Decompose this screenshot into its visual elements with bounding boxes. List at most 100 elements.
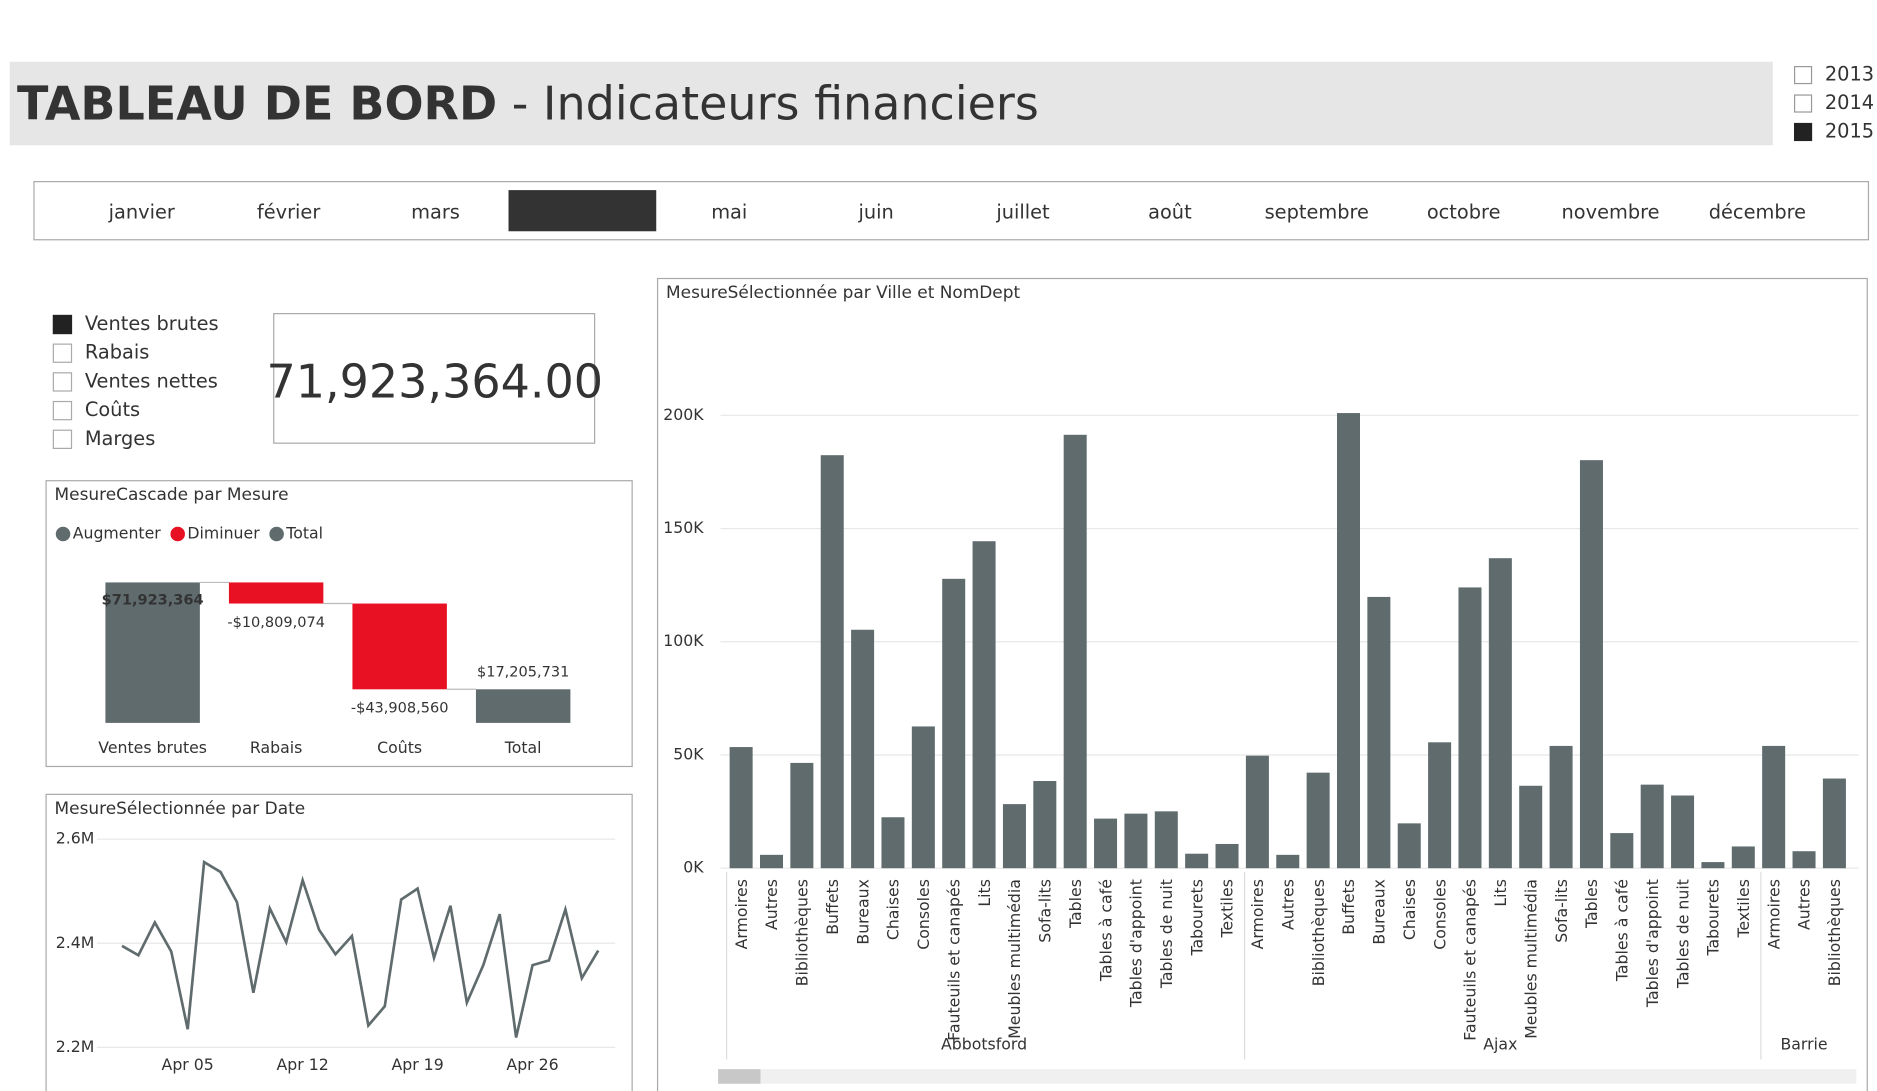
legend-label: Augmenter <box>73 523 162 542</box>
x-tick-label: Apr 12 <box>277 1055 329 1074</box>
year-label[interactable]: 2015 <box>1825 119 1874 142</box>
card-frame <box>273 313 596 444</box>
measure-label[interactable]: Marges <box>85 427 155 450</box>
line-series <box>121 859 600 1038</box>
month-button[interactable]: août <box>1148 201 1192 224</box>
x-tick-label: Rabais <box>250 738 302 757</box>
bar <box>1367 596 1391 869</box>
value-label: -$43,908,560 <box>351 701 449 717</box>
y-tick-label: 100K <box>663 631 704 650</box>
bar <box>851 629 875 869</box>
month-selected[interactable] <box>508 190 657 232</box>
measure-label[interactable]: Ventes nettes <box>85 369 218 392</box>
y-tick-label: 2.2M <box>56 1037 95 1056</box>
value-label: $71,923,364 <box>102 593 204 609</box>
year-checkbox[interactable] <box>1793 94 1813 113</box>
scrollbar-thumb[interactable] <box>718 1069 761 1084</box>
month-button[interactable]: juillet <box>995 201 1050 224</box>
x-tick-label: Apr 19 <box>391 1055 443 1074</box>
month-button[interactable]: avril <box>561 201 603 224</box>
x-tick-label: Sofa-lits <box>1552 879 1571 943</box>
x-tick-label: Tables de nuit <box>1673 879 1692 989</box>
x-tick-label: Tables <box>1582 879 1601 929</box>
x-tick-label: Sofa-lits <box>1036 879 1055 943</box>
bar <box>820 455 844 869</box>
group-label: Abbotsford <box>941 1034 1027 1053</box>
legend-dot <box>269 526 284 542</box>
bar <box>972 541 996 869</box>
measure-checkbox[interactable] <box>52 314 73 335</box>
card-value: 71,923,364.00 <box>267 355 604 409</box>
year-checkbox[interactable] <box>1793 122 1813 142</box>
month-button[interactable]: septembre <box>1265 201 1369 224</box>
x-tick-label: Consoles <box>1430 879 1449 950</box>
month-button[interactable]: février <box>257 201 320 224</box>
x-tick-label: Bibliothèques <box>1309 879 1328 986</box>
bar <box>1671 795 1695 869</box>
legend-dot <box>55 526 71 542</box>
month-button[interactable]: octobre <box>1427 201 1501 224</box>
month-button[interactable]: novembre <box>1561 201 1659 224</box>
x-tick-label: Meubles multimédia <box>1005 879 1024 1039</box>
bar <box>1701 862 1725 869</box>
bar <box>1397 823 1421 869</box>
y-tick-label: 200K <box>663 405 704 424</box>
bar <box>1063 434 1087 869</box>
month-button[interactable]: décembre <box>1709 201 1806 224</box>
y-tick-label: 0K <box>683 858 704 877</box>
bar <box>1762 745 1786 869</box>
bar <box>1549 745 1573 869</box>
bar <box>729 747 753 869</box>
measure-checkbox[interactable] <box>52 343 73 363</box>
bar <box>759 854 783 869</box>
waterfall-bar <box>475 689 571 723</box>
subtitle: - Indicateurs financiers <box>512 76 1039 130</box>
header-title: TABLEAU DE BORD - Indicateurs financiers <box>17 76 1039 130</box>
legend-label: Diminuer <box>187 523 260 542</box>
group-label: Ajax <box>1483 1034 1517 1053</box>
month-button[interactable]: mai <box>711 201 747 224</box>
x-tick-label: Autres <box>762 879 781 930</box>
bar <box>1094 818 1118 869</box>
y-tick-label: 50K <box>673 744 704 763</box>
measure-label[interactable]: Coûts <box>85 398 140 421</box>
x-tick-label: Armoires <box>1764 879 1783 949</box>
x-tick-label: Tables d'appoint <box>1127 879 1146 1008</box>
x-tick-label: Fauteuils et canapés <box>1461 879 1480 1041</box>
year-label[interactable]: 2014 <box>1825 91 1874 114</box>
waterfall-bar <box>352 603 447 690</box>
x-tick-label: Tables <box>1066 879 1085 929</box>
measure-checkbox[interactable] <box>52 400 73 421</box>
month-button[interactable]: juin <box>857 201 893 224</box>
x-tick-label: Bibliothèques <box>1825 879 1844 986</box>
month-button[interactable]: janvier <box>108 201 175 224</box>
x-tick-label: Lits <box>975 879 994 907</box>
bar <box>1154 811 1178 869</box>
x-tick-label: Bureaux <box>853 879 872 945</box>
year-checkbox[interactable] <box>1793 65 1813 85</box>
header-bar <box>9 61 1773 146</box>
year-label[interactable]: 2013 <box>1825 63 1874 86</box>
x-tick-label: Armoires <box>1248 879 1267 949</box>
measure-label[interactable]: Ventes brutes <box>85 312 219 335</box>
bar <box>1276 854 1300 869</box>
bar <box>1185 853 1209 869</box>
measure-checkbox[interactable] <box>52 372 73 392</box>
x-tick-label: Apr 05 <box>162 1055 214 1074</box>
bar <box>1579 460 1603 869</box>
bar <box>790 762 814 869</box>
chart-title: MesureSélectionnée par Date <box>55 798 306 818</box>
scrollbar[interactable] <box>718 1069 1857 1084</box>
x-tick-label: Autres <box>1795 879 1814 930</box>
x-tick-label: Tables d'appoint <box>1643 879 1662 1008</box>
bar <box>1002 804 1026 869</box>
month-button[interactable]: mars <box>411 201 460 224</box>
x-tick-label: Autres <box>1278 879 1297 930</box>
x-tick-label: Coûts <box>377 738 422 757</box>
measure-checkbox[interactable] <box>52 429 73 449</box>
measure-label[interactable]: Rabais <box>85 341 150 364</box>
legend-dot <box>170 526 185 542</box>
x-tick-label: Chaises <box>1400 879 1419 940</box>
x-tick-label: Bureaux <box>1370 879 1389 945</box>
